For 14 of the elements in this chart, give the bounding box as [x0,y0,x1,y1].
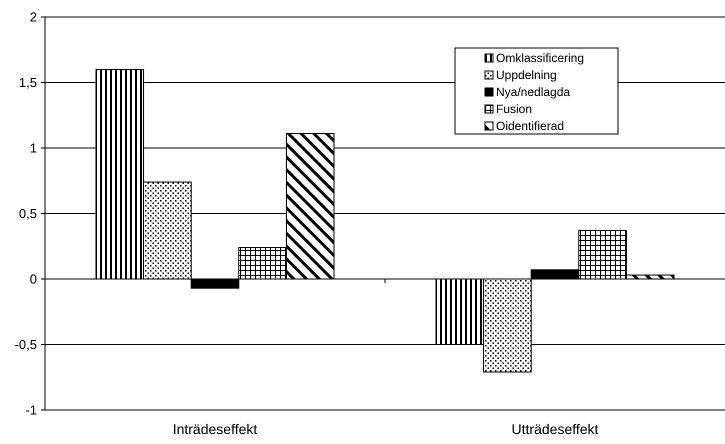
y-tick-label: 1 [30,140,37,156]
y-tick-label: 0 [30,272,37,287]
y-tick-label: 0,5 [18,206,37,222]
y-tick-label: 2 [30,10,37,25]
legend-label: Nya/nedlagda [496,85,570,100]
y-tick-label: -1 [25,402,37,418]
y-tick-label: -0,5 [14,337,37,352]
legend-label: Fusion [496,102,532,116]
x-tick-label: Inträdeseffekt [172,421,258,437]
legend-label: Omklassificering [496,51,584,66]
y-tick-label: 1,5 [18,75,37,90]
x-tick-label: Utträdeseffekt [512,421,599,437]
legend-label: Uppdelning [496,68,557,82]
legend-label: Oidentifierad [496,119,564,134]
